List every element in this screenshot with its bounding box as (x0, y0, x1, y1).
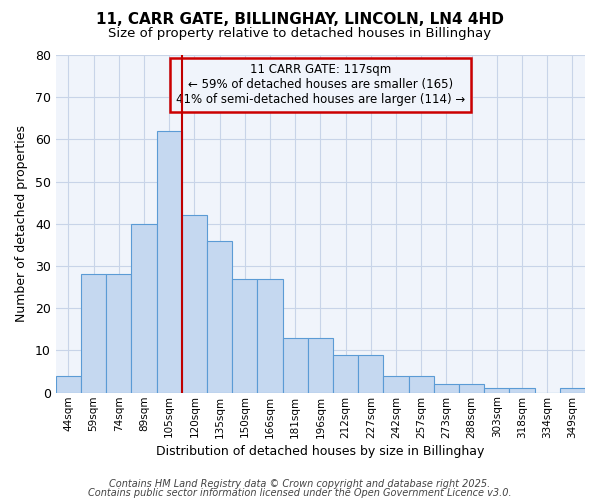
Bar (509, 388, 535, 392)
Bar (157, 131, 182, 392)
Bar (484, 388, 509, 392)
Bar (182, 216, 207, 392)
X-axis label: Distribution of detached houses by size in Billinghay: Distribution of detached houses by size … (156, 444, 485, 458)
Text: Contains HM Land Registry data © Crown copyright and database right 2025.: Contains HM Land Registry data © Crown c… (109, 479, 491, 489)
Text: Contains public sector information licensed under the Open Government Licence v3: Contains public sector information licen… (88, 488, 512, 498)
Bar (56, 376, 81, 392)
Bar (560, 388, 585, 392)
Bar (459, 384, 484, 392)
Text: 11 CARR GATE: 117sqm
← 59% of detached houses are smaller (165)
41% of semi-deta: 11 CARR GATE: 117sqm ← 59% of detached h… (176, 64, 465, 106)
Bar (207, 240, 232, 392)
Bar (434, 384, 459, 392)
Bar (232, 278, 257, 392)
Bar (257, 278, 283, 392)
Text: Size of property relative to detached houses in Billinghay: Size of property relative to detached ho… (109, 28, 491, 40)
Bar (106, 274, 131, 392)
Bar (131, 224, 157, 392)
Bar (283, 338, 308, 392)
Y-axis label: Number of detached properties: Number of detached properties (15, 126, 28, 322)
Bar (333, 354, 358, 393)
Bar (358, 354, 383, 393)
Bar (81, 274, 106, 392)
Bar (383, 376, 409, 392)
Text: 11, CARR GATE, BILLINGHAY, LINCOLN, LN4 4HD: 11, CARR GATE, BILLINGHAY, LINCOLN, LN4 … (96, 12, 504, 28)
Bar (308, 338, 333, 392)
Bar (409, 376, 434, 392)
